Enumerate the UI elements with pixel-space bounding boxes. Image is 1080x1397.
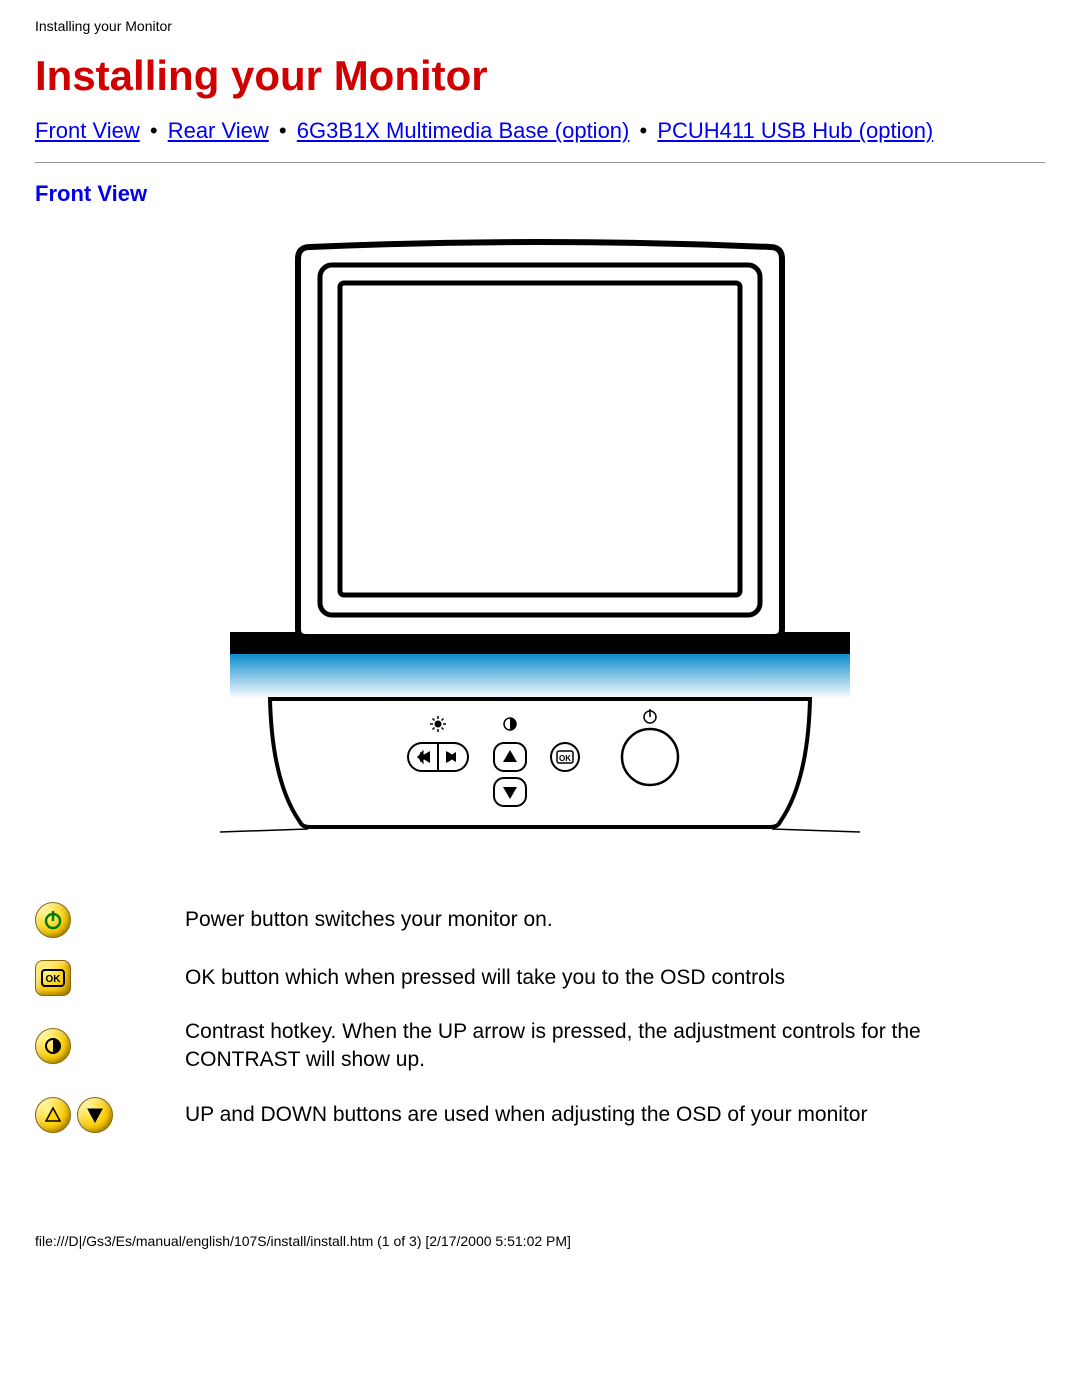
nav-link-rear-view[interactable]: Rear View [168,118,269,143]
nav-separator: • [150,118,158,143]
contrast-icon [35,1028,71,1064]
svg-text:OK: OK [559,754,571,763]
ok-button: OK [551,743,579,771]
legend-row-contrast: Contrast hotkey. When the UP arrow is pr… [35,1018,1045,1075]
nav-link-multimedia-base[interactable]: 6G3B1X Multimedia Base (option) [297,118,630,143]
down-button [494,778,526,806]
anchor-nav: Front View • Rear View • 6G3B1X Multimed… [35,118,1045,144]
header-breadcrumb: Installing your Monitor [35,18,1045,34]
legend-text-updown: UP and DOWN buttons are used when adjust… [185,1101,1045,1129]
ok-icon: OK [35,960,71,996]
page-title: Installing your Monitor [35,52,1045,100]
power-button [622,729,678,785]
legend-row-updown: UP and DOWN buttons are used when adjust… [35,1097,1045,1133]
up-button [494,743,526,771]
left-right-rocker [408,743,468,771]
legend-text-contrast: Contrast hotkey. When the UP arrow is pr… [185,1018,1045,1075]
nav-link-front-view[interactable]: Front View [35,118,140,143]
legend: Power button switches your monitor on. O… [35,902,1045,1133]
legend-text-power: Power button switches your monitor on. [185,906,1045,934]
divider [35,162,1045,163]
nav-link-usb-hub[interactable]: PCUH411 USB Hub (option) [657,118,933,143]
footer-path: file:///D|/Gs3/Es/manual/english/107S/in… [35,1233,1045,1249]
svg-text:OK: OK [46,974,62,985]
legend-row-ok: OK OK button which when pressed will tak… [35,960,1045,996]
monitor-front-view-figure: OK [35,237,1045,862]
up-arrow-icon [35,1097,71,1133]
legend-row-power: Power button switches your monitor on. [35,902,1045,938]
legend-text-ok: OK button which when pressed will take y… [185,964,1045,992]
nav-separator: • [279,118,287,143]
down-arrow-icon [77,1097,113,1133]
power-icon [35,902,71,938]
section-heading-front-view: Front View [35,181,1045,207]
nav-separator: • [640,118,648,143]
